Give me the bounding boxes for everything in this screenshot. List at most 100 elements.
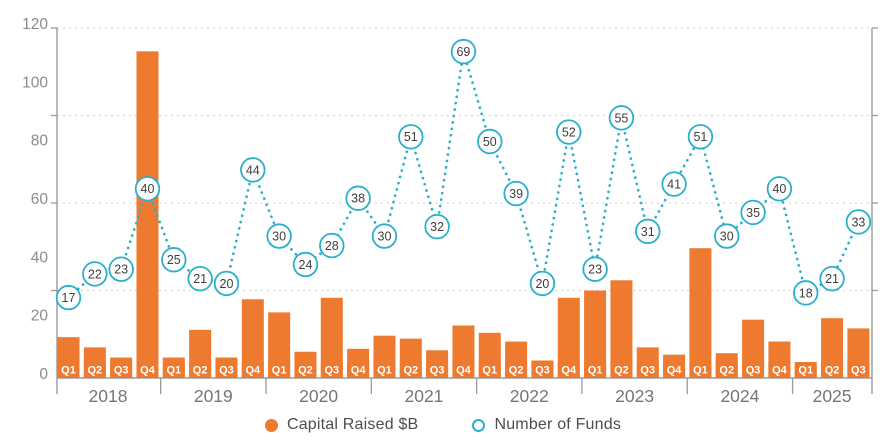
quarter-label: Q3 [430, 365, 445, 377]
quarter-chip [320, 362, 343, 378]
fund-marker-value: 50 [483, 135, 497, 149]
quarter-label: Q3 [640, 365, 655, 377]
quarter-label: Q1 [61, 365, 76, 377]
quarter-chip [742, 362, 765, 378]
fund-marker-value: 30 [720, 230, 734, 244]
fund-marker-value: 30 [378, 230, 392, 244]
quarter-label: Q3 [114, 365, 129, 377]
y-axis-label: 100 [22, 74, 48, 91]
fund-marker-value: 40 [772, 182, 786, 196]
quarter-label: Q1 [166, 365, 181, 377]
quarter-label: Q2 [193, 365, 208, 377]
fund-marker-value: 35 [746, 206, 760, 220]
fund-marker [503, 180, 529, 207]
quarter-label: Q3 [535, 365, 550, 377]
fund-marker-value: 38 [351, 192, 365, 206]
fund-marker [714, 223, 740, 249]
fund-marker-value: 51 [693, 130, 707, 144]
quarter-chip [268, 362, 291, 378]
quarter-chip [162, 362, 185, 378]
fund-marker-value: 23 [114, 263, 128, 277]
fund-marker-value: 41 [667, 177, 681, 191]
quarter-chip [689, 362, 712, 378]
bar [557, 297, 580, 378]
quarter-chip [821, 362, 844, 378]
quarter-label: Q2 [509, 365, 524, 377]
fund-marker [108, 256, 134, 282]
fund-marker-value: 20 [535, 277, 549, 291]
fund-marker-value: 40 [141, 182, 155, 196]
quarter-label: Q1 [693, 365, 708, 377]
fund-marker-value: 23 [588, 263, 602, 277]
quarter-label: Q3 [324, 365, 339, 377]
bar [584, 290, 607, 378]
fund-marker [319, 232, 345, 259]
quarter-chip [794, 362, 817, 378]
quarter-label: Q1 [588, 365, 603, 377]
quarter-label: Q1 [798, 365, 813, 377]
fund-marker-value: 21 [193, 272, 207, 286]
legend: Capital Raised $B Number of Funds [0, 411, 886, 439]
fund-marker-value: 33 [851, 215, 865, 229]
fund-marker-value: 24 [299, 258, 313, 272]
quarter-chip [715, 362, 738, 378]
fund-marker [266, 223, 292, 249]
quarter-chip [610, 362, 633, 378]
fund-marker [477, 128, 503, 155]
quarter-chip [426, 362, 449, 378]
year-label: 2025 [813, 386, 852, 406]
fund-marker-value: 52 [562, 125, 576, 139]
fund-marker [793, 280, 819, 306]
quarter-chip [110, 362, 133, 378]
quarter-label: Q2 [87, 365, 102, 377]
quarter-chip [478, 362, 501, 378]
y-axis-label: 40 [31, 249, 49, 266]
quarter-chip [531, 362, 554, 378]
fund-marker [424, 213, 450, 240]
quarter-label: Q3 [746, 365, 761, 377]
fund-marker [635, 218, 661, 245]
fund-marker [687, 124, 714, 150]
fund-marker [766, 176, 793, 202]
quarter-chip [57, 362, 80, 378]
fund-marker-value: 44 [246, 163, 260, 177]
quarter-label: Q2 [403, 365, 418, 377]
fund-marker-value: 69 [456, 45, 470, 59]
legend-label-number-of-funds: Number of Funds [494, 416, 622, 433]
quarter-label: Q4 [667, 365, 683, 377]
bar [136, 51, 159, 379]
bar [320, 297, 343, 378]
bar [610, 280, 633, 378]
fund-marker-value: 30 [272, 230, 286, 244]
quarter-chip [768, 362, 791, 378]
quarter-chip [663, 362, 686, 378]
bar [689, 248, 712, 378]
y-axis-label: 80 [31, 133, 49, 150]
quarter-label: Q1 [272, 365, 287, 377]
fund-marker [661, 171, 687, 197]
quarter-label: Q4 [245, 365, 261, 377]
fund-marker-value: 20 [220, 277, 234, 291]
fund-marker [187, 265, 213, 292]
fund-marker-value: 22 [88, 267, 102, 281]
fund-marker [292, 251, 319, 278]
quarter-label: Q4 [772, 365, 788, 377]
fund-marker-value: 28 [325, 239, 339, 253]
quarter-label: Q2 [298, 365, 313, 377]
number-of-funds-circle-icon [472, 418, 486, 432]
y-axis-label: 0 [39, 366, 48, 383]
fund-marker [213, 270, 240, 297]
fund-marker-value: 32 [430, 220, 444, 234]
fund-marker [556, 119, 582, 145]
fund-marker [740, 199, 766, 226]
fund-marker-value: 18 [799, 286, 813, 300]
fund-marker [608, 105, 635, 131]
quarter-label: Q3 [219, 365, 234, 377]
fund-marker-value: 55 [614, 111, 628, 125]
quarter-chip [136, 362, 159, 378]
quarter-chip [584, 362, 607, 378]
year-label: 2022 [510, 386, 549, 406]
fund-marker [55, 284, 82, 311]
fund-marker-value: 31 [641, 225, 655, 239]
year-label: 2023 [615, 386, 654, 406]
